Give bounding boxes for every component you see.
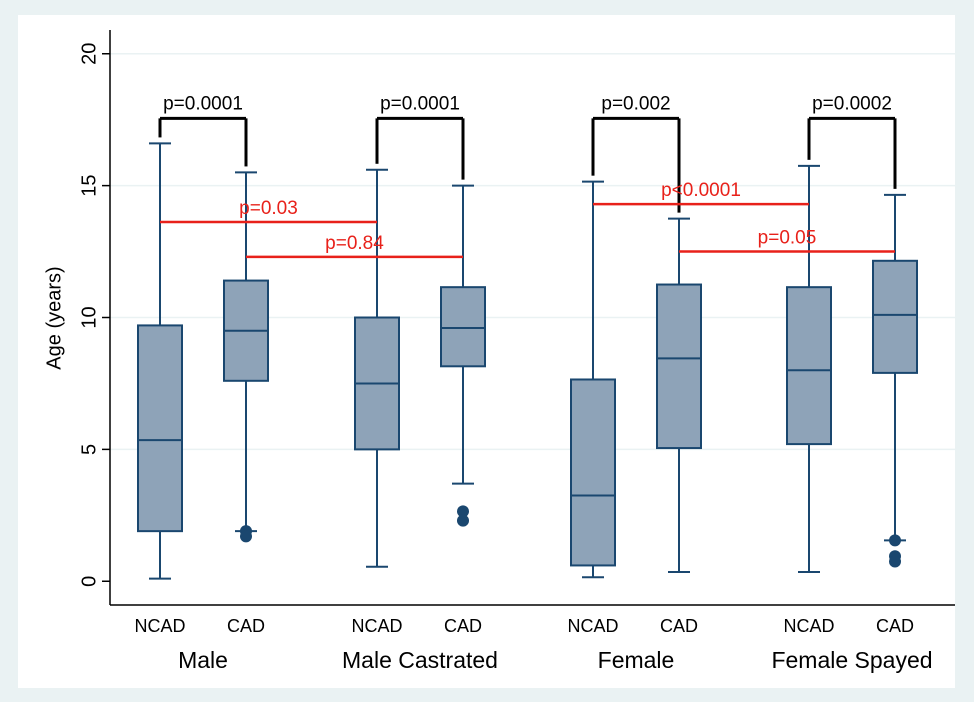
box (872, 259, 918, 374)
box-label: NCAD (351, 616, 402, 636)
group-label: Female (598, 647, 675, 673)
bracket-label: p=0.002 (601, 93, 670, 114)
outlier (889, 534, 901, 547)
y-tick-label: 10 (78, 306, 100, 328)
box-label: CAD (227, 616, 265, 636)
outlier (457, 514, 469, 527)
bracket-label: p=0.0002 (812, 93, 892, 114)
box-label: CAD (444, 616, 482, 636)
outlier (240, 530, 252, 543)
group-label: Female Spayed (771, 647, 932, 673)
box (786, 286, 832, 446)
comparison-label: p=0.03 (239, 198, 298, 219)
bracket-label: p=0.0001 (163, 93, 243, 114)
y-tick-label: 0 (78, 576, 100, 587)
comparison-label: p=0.05 (758, 228, 817, 249)
box (137, 324, 183, 533)
box-label: NCAD (134, 616, 185, 636)
comparison-label: p<0.0001 (661, 180, 741, 201)
box-label: NCAD (567, 616, 618, 636)
box (440, 286, 486, 368)
box-label: NCAD (783, 616, 834, 636)
y-axis-label: Age (years) (43, 266, 65, 369)
group-label: Male (178, 647, 228, 673)
y-tick-label: 15 (78, 174, 100, 196)
comparison-label: p=0.84 (325, 233, 384, 254)
bracket-label: p=0.0001 (380, 93, 460, 114)
box (570, 378, 616, 567)
y-tick-label: 5 (78, 444, 100, 455)
box-label: CAD (660, 616, 698, 636)
box (656, 283, 702, 450)
outlier (457, 505, 469, 518)
outlier (889, 555, 901, 568)
y-tick-label: 20 (78, 43, 100, 65)
group-label: Male Castrated (342, 647, 498, 673)
box-label: CAD (876, 616, 914, 636)
